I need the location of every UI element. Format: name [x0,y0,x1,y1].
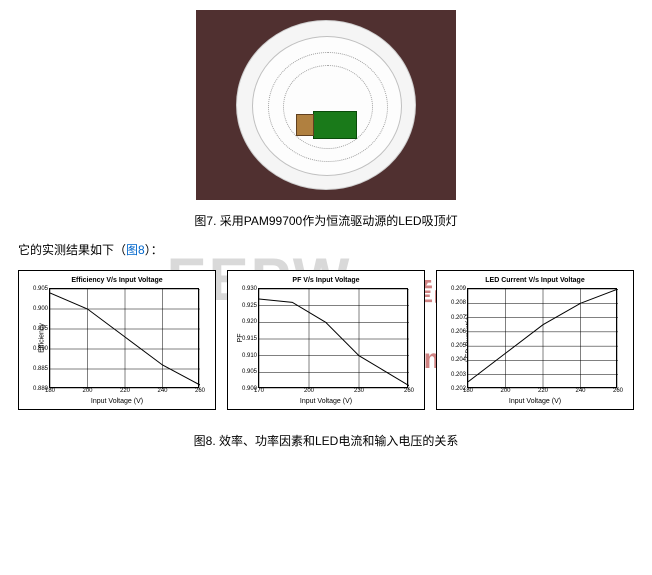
y-tick: 0.204 [451,357,468,363]
x-tick: 200 [82,387,92,394]
y-tick: 0.905 [33,286,50,292]
x-tick: 220 [120,387,130,394]
y-tick: 0.209 [451,286,468,292]
y-tick: 0.930 [242,286,259,292]
x-tick: 260 [404,387,414,394]
x-axis-label: Input Voltage (V) [232,398,420,405]
y-tick: 0.920 [242,319,259,325]
chart-pf: PF V/s Input VoltagePF0.9000.9050.9100.9… [227,270,425,410]
fig8-link[interactable]: 图8 [126,243,145,257]
x-tick: 180 [463,387,473,394]
y-tick: 0.925 [242,303,259,309]
y-tick: 0.207 [451,315,468,321]
x-tick: 240 [575,387,585,394]
chart-efficiency: Efficiency V/s Input VoltageEfficiency0.… [18,270,216,410]
x-tick: 230 [354,387,364,394]
y-tick: 0.905 [242,369,259,375]
x-axis-label: Input Voltage (V) [23,398,211,405]
x-tick: 170 [254,387,264,394]
x-axis-label: Input Voltage (V) [441,398,629,405]
y-tick: 0.915 [242,336,259,342]
x-tick: 200 [304,387,314,394]
chart-led-current: LED Current V/s Input VoltageLED Current… [436,270,634,410]
chart-title: LED Current V/s Input Voltage [441,277,629,284]
figure7-caption: 图7. 采用PAM99700作为恒流驱动源的LED吸顶灯 [0,212,652,229]
figure8-caption: 图8. 效率、功率因素和LED电流和输入电压的关系 [0,432,652,449]
y-tick: 0.208 [451,300,468,306]
y-tick: 0.885 [33,366,50,372]
x-tick: 180 [45,387,55,394]
intro-text: 它的实测结果如下（图8）： [18,241,652,258]
y-tick: 0.910 [242,353,259,359]
x-tick: 240 [157,387,167,394]
x-tick: 220 [538,387,548,394]
figure7-photo [0,0,652,200]
y-tick: 0.895 [33,326,50,332]
y-tick: 0.890 [33,346,50,352]
x-tick: 260 [195,387,205,394]
y-tick: 0.205 [451,343,468,349]
x-tick: 200 [500,387,510,394]
chart-title: Efficiency V/s Input Voltage [23,277,211,284]
y-tick: 0.203 [451,372,468,378]
y-tick: 0.206 [451,329,468,335]
charts-row: Efficiency V/s Input VoltageEfficiency0.… [0,270,652,410]
chart-title: PF V/s Input Voltage [232,277,420,284]
led-lamp-photo [196,10,456,200]
y-tick: 0.900 [33,306,50,312]
x-tick: 260 [613,387,623,394]
